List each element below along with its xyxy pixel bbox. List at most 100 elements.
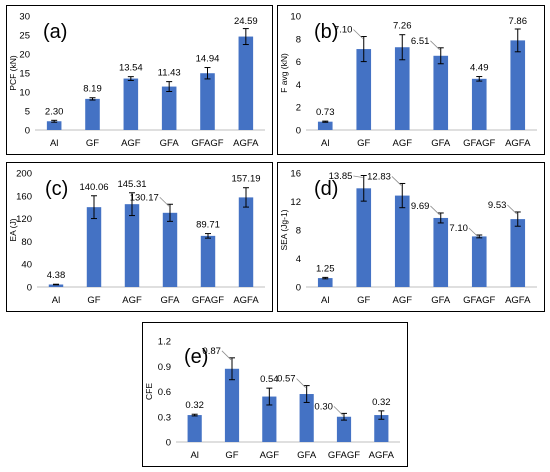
bar xyxy=(510,40,526,131)
data-label: 0.32 xyxy=(185,400,204,411)
y-tick-label: 0 xyxy=(27,283,32,294)
bar xyxy=(299,394,314,442)
x-tick-label: AGF xyxy=(392,295,412,306)
data-label-leader xyxy=(333,406,344,416)
bar xyxy=(433,217,449,287)
data-label: 0.87 xyxy=(202,346,221,357)
data-label: 6.51 xyxy=(411,36,430,47)
data-label-leader xyxy=(296,378,306,388)
y-tick-label: 0 xyxy=(25,126,30,137)
data-label-leader xyxy=(430,40,441,51)
x-tick-label: AGF xyxy=(122,295,142,306)
data-label: 13.85 xyxy=(329,171,353,182)
data-label-leader xyxy=(221,350,232,361)
data-label: 0.57 xyxy=(277,374,296,385)
x-tick-label: GFAGF xyxy=(191,138,223,149)
panel-label: (a) xyxy=(43,21,67,43)
y-tick-label: 8 xyxy=(296,34,301,45)
bar xyxy=(161,86,177,130)
data-label: 0.54 xyxy=(260,374,279,385)
y-tick-label: 4 xyxy=(296,254,301,265)
x-tick-label: GFA xyxy=(431,138,451,149)
y-tick-label: 0.9 xyxy=(158,362,171,373)
y-tick-label: 200 xyxy=(16,169,32,180)
x-tick-label: GFAGF xyxy=(328,450,360,461)
y-tick-label: 2 xyxy=(296,103,301,114)
y-axis-label: F avg (kN) xyxy=(279,53,289,93)
y-tick-label: 16 xyxy=(290,169,301,180)
bar xyxy=(356,188,372,287)
y-tick-label: 15 xyxy=(19,69,30,80)
bar xyxy=(471,78,487,130)
y-axis-label: CFE xyxy=(144,383,154,400)
x-tick-label: GFAGF xyxy=(463,295,495,306)
data-label: 13.54 xyxy=(119,63,143,74)
x-tick-label: GF xyxy=(357,138,370,149)
panel-label: (c) xyxy=(45,178,68,200)
bar xyxy=(200,235,216,287)
data-label-leader xyxy=(430,205,441,216)
data-label: 7.10 xyxy=(334,25,353,36)
bar xyxy=(124,204,140,287)
chart-panel-a: 0 5 10 15 20 25 30 PCF (kN) (a) 2.30 Al 8.19 GF 13.54… xyxy=(6,5,273,155)
bar xyxy=(336,416,352,442)
bar xyxy=(510,219,526,287)
data-label: 0.73 xyxy=(316,107,335,118)
x-tick-label: AGF xyxy=(121,138,141,149)
bar xyxy=(433,55,449,131)
y-tick-label: 1.2 xyxy=(158,337,171,348)
x-tick-label: AGFA xyxy=(233,295,259,306)
bar xyxy=(238,197,254,287)
x-tick-label: GF xyxy=(86,138,99,149)
y-tick-label: 30 xyxy=(19,12,30,23)
data-label-leader xyxy=(353,175,363,178)
data-label: 7.86 xyxy=(509,16,528,27)
chart-c-svg: 0 40 80 120 160 200 EA (J) (c) 4.38 Al 140.06 GF 145… xyxy=(8,169,265,306)
y-axis-label: PCF (kN) xyxy=(8,55,18,91)
data-label: 2.30 xyxy=(45,106,64,117)
bar xyxy=(48,284,64,287)
data-label-leader xyxy=(353,29,364,39)
data-label: 1.25 xyxy=(316,263,335,274)
bar xyxy=(224,368,240,442)
x-tick-label: AGFA xyxy=(505,138,531,149)
x-tick-label: GF xyxy=(357,295,370,306)
y-tick-label: 80 xyxy=(21,237,32,248)
y-tick-label: 25 xyxy=(19,31,30,42)
data-label: 89.71 xyxy=(196,220,220,231)
data-label-leader xyxy=(159,196,170,207)
data-label: 4.49 xyxy=(470,63,489,74)
bar xyxy=(187,415,202,442)
bar xyxy=(46,121,62,130)
y-tick-label: 10 xyxy=(19,88,30,99)
chart-e-svg: 0 0.3 0.6 0.9 1.2 CFE (e) 0.32 Al 0.87 GF 0.54 AGF 0.… xyxy=(144,337,400,461)
data-label: 140.06 xyxy=(79,182,108,193)
chart-panel-c: 0 40 80 120 160 200 EA (J) (c) 4.38 Al 140.06 GF 145… xyxy=(6,162,273,312)
y-tick-label: 0 xyxy=(296,126,301,137)
y-tick-label: 120 xyxy=(16,214,32,225)
bar xyxy=(85,98,100,130)
y-tick-label: 6 xyxy=(296,57,301,68)
x-tick-label: Al xyxy=(190,450,198,461)
panel-label: (b) xyxy=(314,21,338,43)
x-tick-label: AGF xyxy=(260,450,280,461)
x-tick-label: Al xyxy=(321,138,329,149)
data-label-leader xyxy=(507,204,518,215)
data-label: 8.19 xyxy=(83,84,102,95)
bar xyxy=(262,396,277,442)
x-tick-label: AGFA xyxy=(505,295,531,306)
x-tick-label: AGF xyxy=(392,138,412,149)
bar xyxy=(471,236,487,287)
data-label: 24.59 xyxy=(234,16,258,27)
data-label: 0.30 xyxy=(314,401,333,412)
data-label: 9.53 xyxy=(488,200,507,211)
bar xyxy=(356,49,372,131)
x-tick-label: Al xyxy=(50,138,58,149)
bar xyxy=(374,415,389,442)
data-label: 7.10 xyxy=(449,223,468,234)
chart-b-svg: 0 2 4 6 8 10 F avg (kN) (b) 0.73 Al 7.10 GF 7.26 AGF 6… xyxy=(279,12,537,149)
chart-panel-b: 0 2 4 6 8 10 F avg (kN) (b) 0.73 Al 7.10 GF 7.26 AGF 6… xyxy=(277,5,545,155)
chart-panel-d: 0 4 8 12 16 SEA (Jg-1) (d) 1.25 Al 13.85 GF 12.83 AG… xyxy=(277,162,545,312)
data-label: 157.19 xyxy=(231,174,260,185)
x-tick-label: GFAGF xyxy=(192,295,224,306)
